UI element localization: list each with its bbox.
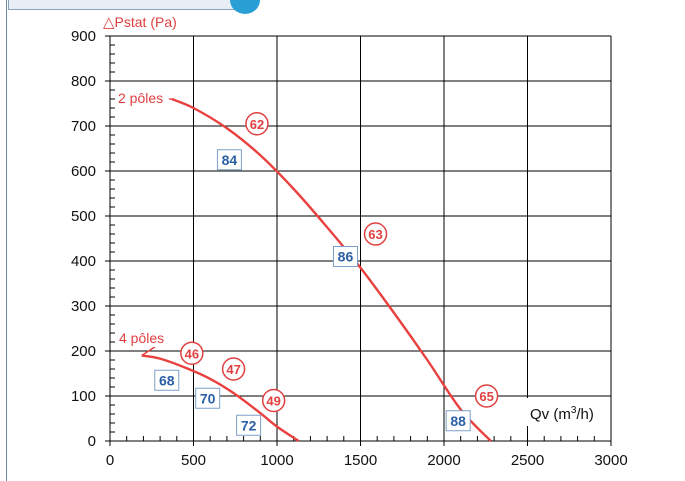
y-axis-title-text: Pstat (Pa)	[115, 14, 177, 30]
panel-corner-decoration	[230, 0, 260, 14]
circle-marker-label: 47	[226, 362, 240, 377]
box-marker-label: 88	[450, 413, 466, 429]
box-marker-label: 72	[241, 417, 257, 433]
circle-marker	[261, 388, 286, 413]
x-tick-label: 0	[106, 452, 114, 469]
delta-symbol: △	[103, 13, 115, 31]
box-marker	[195, 387, 221, 409]
y-axis-title: △Pstat (Pa)	[103, 13, 177, 31]
y-tick-label: 300	[71, 298, 96, 315]
y-tick-label: 700	[71, 118, 96, 135]
y-tick-label: 500	[71, 208, 96, 225]
box-marker-label: 70	[200, 390, 216, 406]
y-tick-label: 200	[71, 343, 96, 360]
circle-marker-label: 65	[479, 389, 493, 404]
box-marker-label: 68	[159, 372, 175, 388]
series-label: 4 pôles	[119, 330, 164, 346]
circle-marker	[180, 341, 204, 365]
y-tick-label: 600	[71, 163, 96, 180]
series-label-background	[115, 89, 169, 107]
x-axis-title-part: /h)	[576, 406, 594, 423]
box-marker	[236, 414, 262, 436]
x-axis-title-part: Qv (m	[530, 406, 571, 423]
x-axis-title-background	[526, 398, 610, 426]
box-marker	[216, 149, 242, 171]
circle-marker-label: 49	[266, 394, 280, 409]
circle-marker	[221, 357, 246, 381]
x-tick-label: 500	[181, 452, 206, 469]
axis-layer: 0 500 1000 1500 2000 2500 3000 0 100 200 300 400 500…	[71, 13, 628, 469]
y-tick-label: 100	[71, 388, 96, 405]
series-label-background	[116, 329, 170, 347]
y-tick-label: 0	[88, 433, 96, 450]
y-tick-label: 400	[71, 253, 96, 270]
x-axis-title: Qv (m3/h)	[530, 405, 594, 423]
y-tick-label: 900	[71, 28, 96, 45]
y-tick-label: 800	[71, 73, 96, 90]
marker-layer	[154, 112, 499, 436]
x-axis-title-superscript: 3	[571, 405, 577, 416]
x-tick-label: 1000	[260, 452, 293, 469]
box-marker	[445, 410, 471, 432]
x-tick-label: 3000	[594, 452, 627, 469]
grid-layer	[109, 35, 612, 442]
box-marker-label: 84	[222, 152, 238, 168]
box-marker-label: 86	[338, 249, 354, 265]
x-tick-label: 2500	[511, 452, 544, 469]
box-marker	[154, 369, 180, 391]
series-curve-2-poles	[171, 97, 492, 442]
circle-marker	[363, 222, 388, 246]
x-tick-label: 2000	[427, 452, 460, 469]
series-curve-4-poles	[141, 354, 300, 443]
circle-marker-label: 63	[368, 227, 382, 242]
label-layer: 62 63 65 46 47 49 84 86 88 68 70 72	[159, 117, 494, 434]
window-frame-left-border	[6, 0, 7, 481]
series-layer: 2 pôles 4 pôles	[115, 89, 492, 443]
x-tick-label: 1500	[344, 452, 377, 469]
series-label: 2 pôles	[118, 90, 163, 106]
circle-marker-label: 62	[250, 117, 264, 132]
circle-marker-label: 46	[185, 346, 199, 361]
box-marker	[332, 246, 358, 267]
circle-marker	[245, 112, 269, 136]
circle-marker	[474, 384, 499, 408]
